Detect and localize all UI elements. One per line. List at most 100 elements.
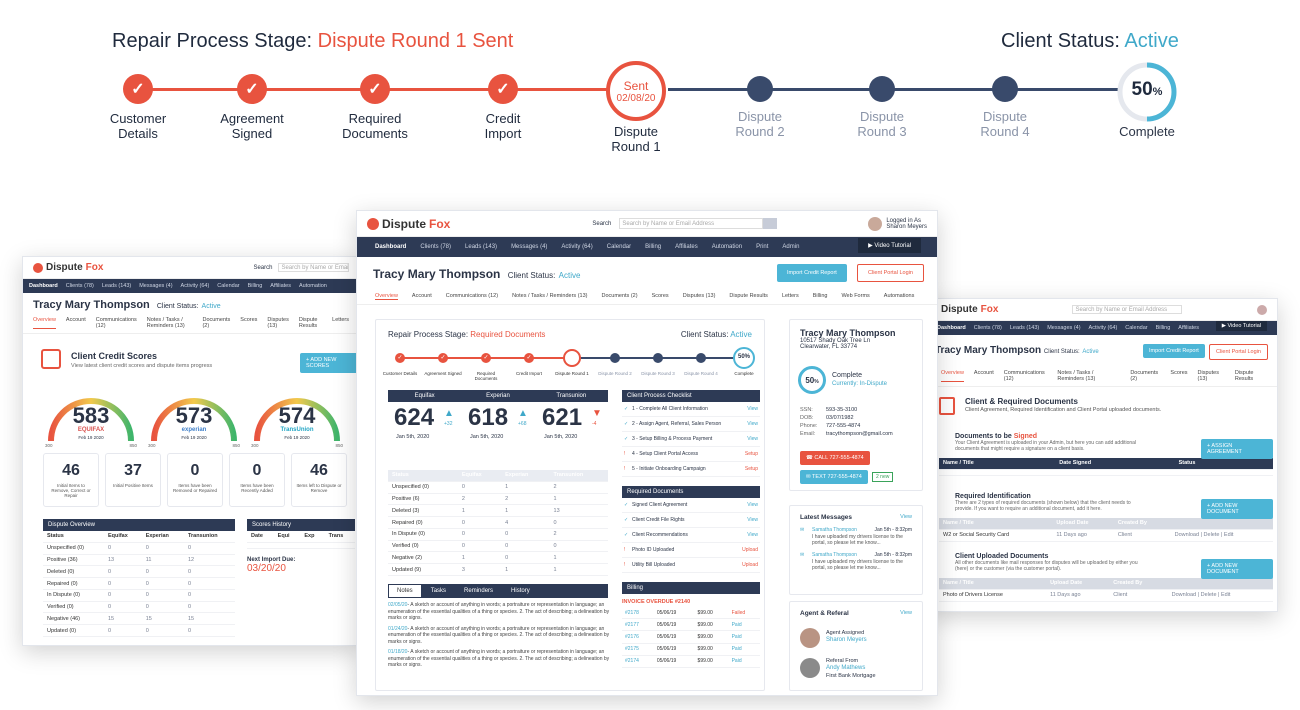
stage-step[interactable]: Dispute Round 3 bbox=[822, 74, 942, 139]
stage-step[interactable]: Dispute Round 4 bbox=[945, 74, 1065, 139]
billing-cell[interactable]: #2174 bbox=[622, 655, 654, 668]
tabs-item[interactable]: Communications (12) bbox=[95, 317, 137, 329]
right-search-input[interactable]: Search by Name or Email Address bbox=[1072, 305, 1183, 314]
messages-view-link[interactable]: View bbox=[900, 514, 912, 520]
note-date[interactable]: 02/05/20 bbox=[388, 602, 408, 608]
nav-item[interactable]: Messages (4) bbox=[511, 244, 548, 250]
add-new-document-button-1[interactable]: + ADD NEW DOCUMENT bbox=[1201, 499, 1273, 519]
tabs-item[interactable]: Scores bbox=[651, 293, 669, 299]
tabs-item[interactable]: Dispute Results bbox=[298, 317, 318, 329]
current-step-circle[interactable]: Sent 02/08/20 bbox=[606, 61, 666, 121]
nav-item[interactable]: Automation bbox=[711, 244, 743, 250]
tabs-item[interactable]: Documents (2) bbox=[601, 293, 638, 299]
tabs-item[interactable]: Notes / Tasks / Reminders (13) bbox=[1057, 370, 1096, 382]
tabs-item[interactable]: Disputes (13) bbox=[682, 293, 716, 299]
nav-item[interactable]: Affiliates bbox=[675, 244, 698, 250]
billing-cell[interactable]: Failed bbox=[728, 607, 760, 620]
import-credit-report-button[interactable]: Import Credit Report bbox=[777, 264, 847, 282]
billing-cell[interactable]: Paid bbox=[728, 618, 760, 632]
checklist-action[interactable]: Setup bbox=[744, 466, 758, 472]
nav-item[interactable]: Activity (64) bbox=[1088, 325, 1118, 331]
tabs-item[interactable]: Overview bbox=[33, 317, 56, 329]
nav-item[interactable]: Clients (78) bbox=[420, 244, 452, 250]
stage-step[interactable]: ✓ Required Documents bbox=[315, 74, 435, 141]
right-video-tutorial[interactable]: ▶ Video Tutorial bbox=[1215, 321, 1267, 331]
nav-item[interactable]: Clients (78) bbox=[973, 325, 1002, 331]
nav-item[interactable]: Messages (4) bbox=[139, 283, 173, 289]
nav-item[interactable]: Dashboard bbox=[375, 244, 407, 250]
right-avatar[interactable] bbox=[1257, 304, 1267, 315]
nav-item[interactable]: Billing bbox=[645, 244, 662, 250]
tabs-item[interactable]: Dispute Results bbox=[729, 293, 768, 299]
nav-item[interactable]: Dashboard bbox=[29, 283, 58, 289]
nav-item[interactable]: Activity (64) bbox=[180, 283, 210, 289]
video-tutorial-button[interactable]: ▶ Video Tutorial bbox=[858, 238, 921, 253]
tabs-item[interactable]: Overview bbox=[941, 370, 964, 382]
add-new-scores-button[interactable]: + ADD NEW SCORES bbox=[300, 353, 359, 373]
billing-cell[interactable]: #2177 bbox=[622, 618, 654, 632]
assign-agreement-button[interactable]: + ASSIGN AGREEMENT bbox=[1201, 439, 1273, 459]
nav-item[interactable]: Leads (143) bbox=[465, 244, 498, 250]
avatar[interactable] bbox=[868, 216, 883, 231]
nav-item[interactable]: Leads (143) bbox=[101, 283, 132, 289]
agent-name[interactable]: Sharon Meyers bbox=[826, 637, 867, 643]
tabs-item[interactable]: Letters bbox=[781, 293, 799, 299]
center-search-input[interactable]: Search by Name or Email Address bbox=[619, 218, 764, 229]
nav-item[interactable]: Activity (64) bbox=[561, 244, 593, 250]
nav-item[interactable]: Automation bbox=[298, 283, 327, 289]
nav-item[interactable]: Billing bbox=[1155, 325, 1171, 331]
left-search-input[interactable]: Search by Name or Email Address bbox=[278, 263, 349, 272]
tabs-item[interactable]: Notes / Tasks / Reminders (13) bbox=[512, 293, 588, 299]
nav-item[interactable]: Clients (78) bbox=[65, 283, 94, 289]
tabs-item[interactable]: Account bbox=[65, 317, 86, 323]
note-date[interactable]: 01/18/20 bbox=[388, 649, 408, 655]
right-import-button[interactable]: Import Credit Report bbox=[1143, 344, 1205, 358]
call-button[interactable]: ☎ CALL 727-555-4874 bbox=[800, 451, 870, 465]
note-tab[interactable]: Tasks bbox=[430, 588, 447, 594]
tabs-item[interactable]: Communications (12) bbox=[445, 293, 499, 299]
nav-item[interactable]: Calendar bbox=[606, 244, 632, 250]
referral-name[interactable]: Andy Mathews bbox=[826, 665, 866, 671]
nav-item[interactable]: Print bbox=[756, 244, 769, 250]
tabs-item[interactable]: Account bbox=[411, 293, 432, 299]
tabs-item[interactable]: Overview bbox=[375, 293, 398, 300]
message-item[interactable]: ✉ Samatha Thompson Jan 5th - 8:32pm I have … bbox=[790, 525, 922, 550]
checklist-action[interactable]: Upload bbox=[742, 547, 758, 553]
note-tab[interactable]: Notes bbox=[389, 585, 421, 597]
billing-cell[interactable]: Paid bbox=[728, 655, 760, 668]
note-date[interactable]: 01/24/20 bbox=[388, 625, 408, 632]
billing-cell[interactable]: Paid bbox=[728, 630, 760, 644]
nav-item[interactable]: Calendar bbox=[217, 283, 240, 289]
checklist-action[interactable]: Upload bbox=[742, 562, 758, 568]
client-portal-login-button[interactable]: Client Portal Login bbox=[857, 264, 924, 282]
billing-cell[interactable]: #2178 bbox=[622, 607, 654, 620]
right-portal-button[interactable]: Client Portal Login bbox=[1209, 344, 1268, 360]
tabs-item[interactable]: Web Forms bbox=[841, 293, 870, 299]
nav-item[interactable]: Leads (143) bbox=[1009, 325, 1040, 331]
tabs-item[interactable]: Documents (2) bbox=[1130, 370, 1159, 382]
tabs-item[interactable]: Letters bbox=[332, 317, 349, 323]
checklist-action[interactable]: View bbox=[747, 532, 758, 538]
nav-item[interactable]: Messages (4) bbox=[1047, 325, 1081, 331]
tabs-item[interactable]: Scores bbox=[1170, 370, 1188, 376]
billing-cell[interactable]: Paid bbox=[728, 643, 760, 656]
tabs-item[interactable]: Account bbox=[973, 370, 994, 376]
stage-step[interactable]: Dispute Round 2 bbox=[700, 74, 820, 139]
tabs-item[interactable]: Documents (2) bbox=[202, 317, 231, 329]
checklist-action[interactable]: View bbox=[747, 421, 758, 427]
agent-view-link[interactable]: View bbox=[900, 610, 912, 616]
tabs-item[interactable]: Scores bbox=[240, 317, 258, 323]
nav-item[interactable]: Billing bbox=[247, 283, 263, 289]
text-button[interactable]: ✉ TEXT 727-555-4874 bbox=[800, 470, 868, 484]
search-icon[interactable] bbox=[763, 218, 778, 229]
tabs-item[interactable]: Automations bbox=[883, 293, 915, 299]
tabs-item[interactable]: Disputes (13) bbox=[267, 317, 289, 329]
checklist-action[interactable]: View bbox=[747, 436, 758, 442]
nav-item[interactable]: Calendar bbox=[1125, 325, 1148, 331]
billing-cell[interactable]: #2176 bbox=[622, 630, 654, 644]
nav-item[interactable]: Affiliates bbox=[270, 283, 291, 289]
checklist-action[interactable]: View bbox=[747, 517, 758, 523]
stage-step[interactable]: ✓ Credit Import bbox=[443, 74, 563, 141]
nav-item[interactable]: Dashboard bbox=[937, 325, 966, 331]
tabs-item[interactable]: Disputes (13) bbox=[1197, 370, 1219, 382]
